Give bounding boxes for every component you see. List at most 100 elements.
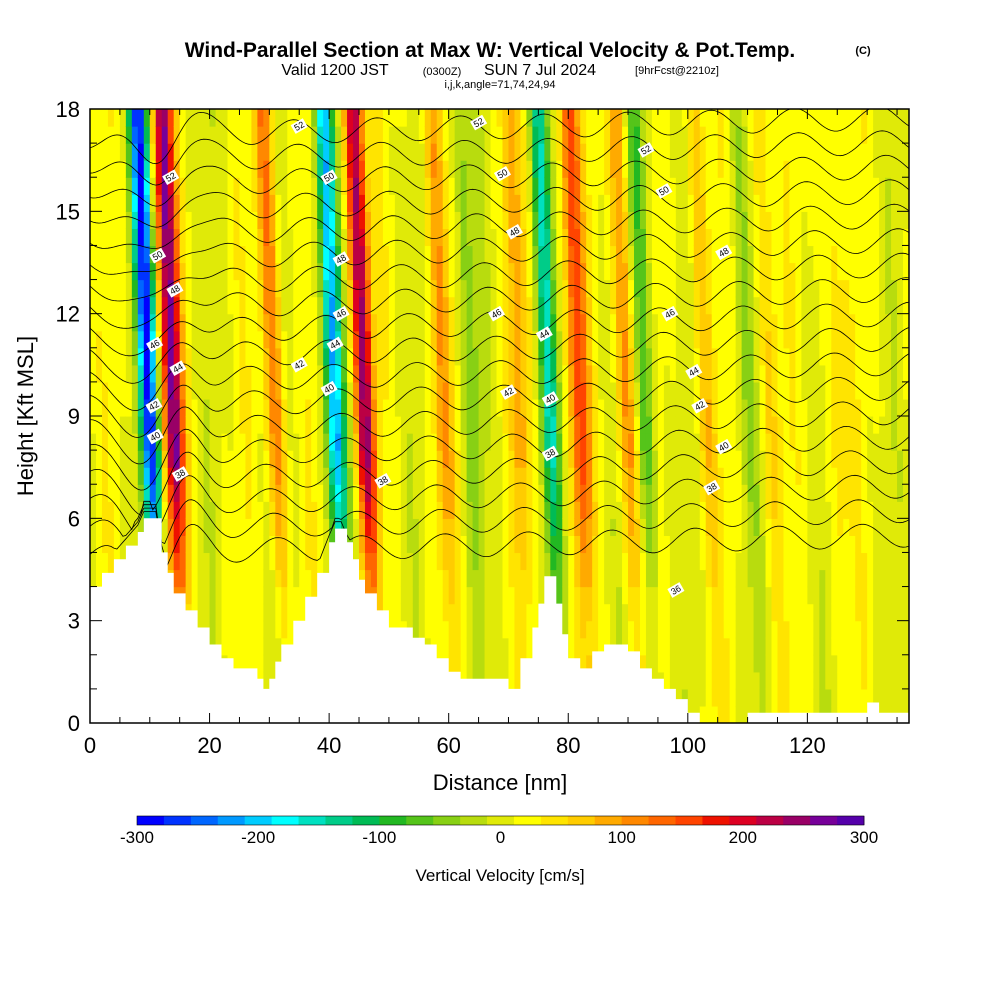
velocity-cell [574, 586, 581, 605]
velocity-cell [161, 211, 169, 229]
velocity-cell [472, 586, 480, 605]
velocity-cell [257, 654, 264, 673]
velocity-cell [903, 330, 909, 349]
velocity-cell [90, 569, 97, 588]
velocity-cell [257, 501, 264, 519]
velocity-cell [149, 364, 157, 383]
velocity-cell [675, 671, 683, 690]
velocity-cell [693, 501, 701, 519]
velocity-cell [526, 177, 533, 195]
velocity-cell [765, 416, 773, 434]
velocity-cell [317, 160, 324, 178]
velocity-cell [604, 603, 611, 622]
velocity-cell [364, 552, 372, 571]
velocity-cell [335, 416, 342, 434]
velocity-cell [753, 501, 761, 519]
velocity-cell [669, 398, 677, 417]
velocity-cell [813, 671, 820, 690]
velocity-cell [807, 637, 814, 656]
velocity-cell [759, 433, 767, 451]
velocity-cell [245, 501, 253, 519]
velocity-cell [508, 211, 516, 229]
velocity-cell [705, 126, 713, 144]
theta-contour [90, 377, 909, 438]
velocity-cell [777, 347, 785, 366]
velocity-cell [879, 160, 886, 178]
velocity-cell [586, 416, 593, 434]
velocity-cell [562, 620, 569, 639]
velocity-cell [275, 484, 282, 502]
velocity-cell [388, 603, 396, 622]
velocity-cell [837, 433, 844, 451]
velocity-cell [406, 262, 414, 281]
velocity-cell [879, 603, 886, 622]
velocity-cell [610, 433, 617, 451]
velocity-cell [131, 279, 139, 298]
velocity-cell [370, 194, 378, 212]
velocity-cell [113, 484, 121, 502]
velocity-cell [622, 194, 629, 212]
velocity-cell [293, 518, 300, 536]
velocity-cell [424, 416, 432, 434]
velocity-cell [723, 177, 731, 195]
forecast-info: [9hrFcst@2210z] [635, 65, 719, 77]
velocity-cell [777, 467, 785, 485]
velocity-cell [299, 586, 306, 605]
velocity-cell [406, 398, 414, 417]
velocity-cell [675, 228, 683, 247]
velocity-cell [741, 109, 749, 127]
velocity-cell [711, 450, 719, 468]
velocity-cell [729, 262, 737, 281]
velocity-cell [634, 535, 641, 554]
velocity-cell [155, 279, 163, 298]
velocity-cell [317, 109, 324, 127]
velocity-cell [711, 228, 719, 247]
velocity-cell [771, 126, 779, 144]
velocity-cell [586, 313, 593, 332]
velocity-cell [903, 160, 909, 178]
velocity-cell [119, 160, 127, 178]
velocity-cell [496, 143, 504, 161]
velocity-cell [651, 143, 659, 161]
velocity-cell [843, 177, 850, 195]
velocity-cell [765, 637, 773, 656]
velocity-cell [735, 637, 743, 656]
velocity-cell [430, 296, 438, 315]
velocity-cell [544, 535, 551, 554]
velocity-cell [376, 398, 384, 417]
velocity-cell [622, 381, 629, 400]
velocity-cell [651, 245, 659, 264]
velocity-cell [747, 552, 755, 571]
velocity-cell [873, 109, 880, 127]
velocity-cell [263, 296, 270, 315]
velocity-cell [341, 330, 348, 349]
velocity-cell [418, 347, 426, 366]
velocity-cell [855, 569, 862, 588]
velocity-cell [269, 177, 276, 195]
velocity-cell [353, 313, 360, 332]
velocity-cell [783, 279, 791, 298]
velocity-cell [843, 654, 850, 673]
velocity-cell [281, 143, 288, 161]
velocity-cell [879, 637, 886, 656]
velocity-cell [831, 569, 838, 588]
velocity-cell [777, 381, 785, 400]
velocity-cell [526, 620, 533, 639]
velocity-cell [825, 654, 832, 673]
velocity-cell [263, 620, 270, 639]
velocity-cell [789, 688, 797, 707]
velocity-cell [598, 245, 605, 264]
velocity-cell [544, 126, 551, 144]
velocity-cell [221, 518, 229, 536]
velocity-cell [723, 552, 731, 571]
velocity-cell [490, 364, 498, 383]
velocity-cell [161, 143, 169, 161]
velocity-cell [245, 194, 253, 212]
velocity-cell [478, 296, 486, 315]
velocity-cell [903, 688, 909, 707]
velocity-cell [813, 620, 820, 639]
velocity-cell [460, 398, 468, 417]
velocity-cell [436, 416, 444, 434]
velocity-cell [580, 347, 587, 366]
velocity-cell [663, 467, 671, 485]
